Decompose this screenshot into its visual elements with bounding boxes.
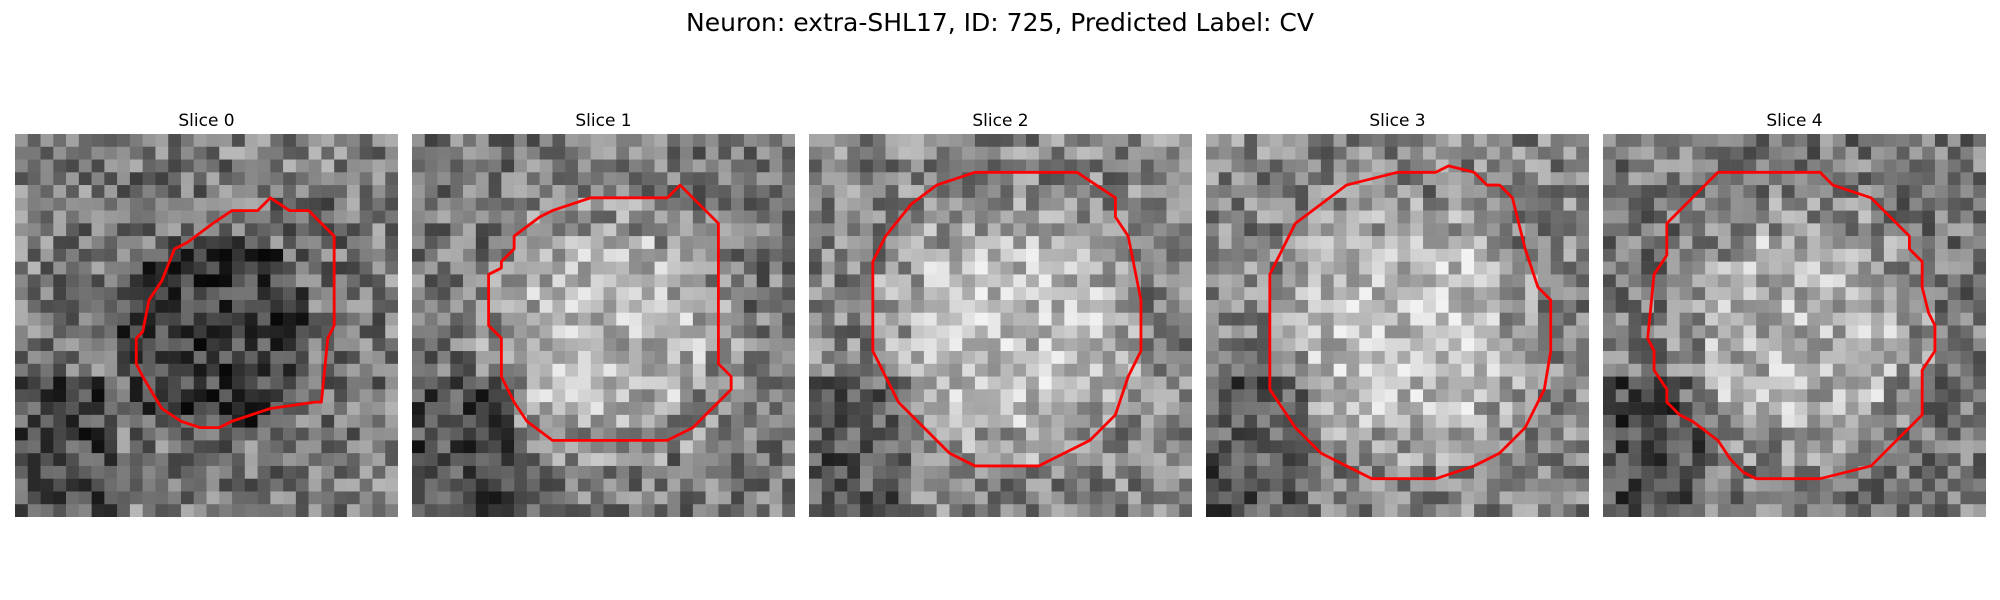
slice-panel-3: Slice 3 [1206,110,1589,517]
slice-title: Slice 4 [1766,111,1823,131]
slice-image-2 [809,134,1192,517]
roi-contour [871,170,1143,468]
roi-contour [1646,170,1937,481]
slice-title: Slice 3 [1369,111,1426,131]
figure-title: Neuron: extra-SHL17, ID: 725, Predicted … [686,8,1314,37]
slice-panel-1: Slice 1 [412,110,795,517]
roi-contour [134,196,336,430]
roi-contour [1268,164,1553,481]
slice-panel-2: Slice 2 [809,110,1192,517]
slice-title: Slice 0 [178,111,235,131]
slice-image-4 [1603,134,1986,517]
slice-panel-0: Slice 0 [15,110,398,517]
slice-title: Slice 2 [972,111,1029,131]
slice-panel-4: Slice 4 [1603,110,1986,517]
slice-title: Slice 1 [575,111,632,131]
slice-image-3 [1206,134,1589,517]
slice-image-0 [15,134,398,517]
roi-contour [487,183,733,442]
slice-image-1 [412,134,795,517]
